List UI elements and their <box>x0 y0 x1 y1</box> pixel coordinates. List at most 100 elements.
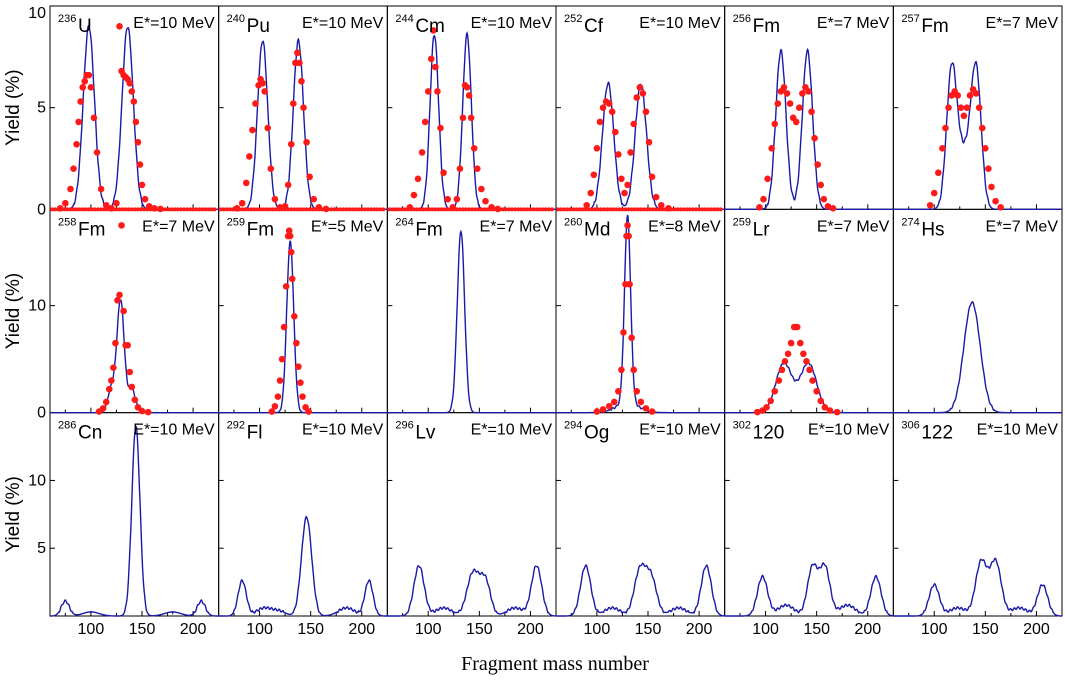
experiment-point <box>598 207 603 212</box>
experiment-point <box>424 207 429 212</box>
excitation-energy: E*=10 MeV <box>133 422 215 439</box>
x-tick-label: 100 <box>584 621 611 638</box>
theory-curve-294-Og <box>556 562 725 617</box>
experiment-point <box>62 199 69 207</box>
theory-curve-264-Fm <box>387 229 556 414</box>
experiment-point <box>574 207 579 212</box>
experiment-point <box>322 207 327 212</box>
experiment-point <box>549 207 554 212</box>
experiment-point <box>636 84 644 91</box>
y-axis-label: Yield (%) <box>3 69 24 145</box>
experiment-point <box>77 98 84 105</box>
nucleus-symbol: U <box>78 16 92 37</box>
experiment-point <box>675 207 680 212</box>
experiment-point <box>73 140 80 148</box>
nucleus-symbol: Lr <box>753 219 771 240</box>
experiment-point <box>62 207 67 212</box>
experiment-point <box>92 207 97 212</box>
experiment-point <box>635 207 640 212</box>
experiment-point <box>234 207 239 212</box>
experiment-point <box>982 145 989 152</box>
experiment-point <box>99 207 104 212</box>
experiment-point <box>252 100 259 107</box>
experiment-point <box>271 402 279 410</box>
experiment-point <box>67 185 74 193</box>
experiment-point <box>811 134 818 142</box>
experiment-point <box>113 199 120 207</box>
experiment-point <box>80 207 85 212</box>
theory-curve-236-U <box>50 24 219 211</box>
experiment-point <box>939 145 946 152</box>
experiment-point <box>356 207 361 212</box>
experiment-point <box>783 90 791 97</box>
experiment-point <box>633 387 641 395</box>
experiment-point <box>799 90 806 97</box>
nucleus-symbol: 122 <box>921 423 953 444</box>
y-tick-label: 10 <box>28 5 46 22</box>
experiment-point <box>399 207 404 212</box>
experiment-point <box>771 387 779 395</box>
experiment-point <box>264 124 272 132</box>
experiment-point <box>145 207 150 212</box>
experiment-point <box>381 207 386 212</box>
experiment-point <box>997 204 1004 211</box>
nucleus-symbol: Fm <box>415 219 442 240</box>
nucleus-mass-number: 286 <box>58 420 76 432</box>
experiment-point <box>102 207 107 212</box>
experiment-point <box>335 207 340 212</box>
experiment-point <box>456 165 464 172</box>
experiment-point <box>378 207 383 212</box>
experiment-point <box>522 207 527 212</box>
x-tick-label: 100 <box>78 621 105 638</box>
experiment-point <box>414 207 419 212</box>
experiment-point <box>326 207 331 212</box>
experiment-point <box>703 207 708 212</box>
experiment-point <box>465 92 473 99</box>
experiment-point <box>252 207 257 212</box>
experiment-point <box>470 207 475 212</box>
experiment-point <box>444 195 451 203</box>
experiment-point <box>809 377 816 384</box>
experiment-point <box>684 207 689 212</box>
experiment-point <box>181 207 186 212</box>
experiment-point <box>633 94 641 101</box>
experiment-point <box>197 207 202 212</box>
experiment-point <box>424 88 432 95</box>
experiment-point <box>287 248 295 256</box>
experiment-point <box>141 195 149 203</box>
experiment-point <box>642 405 650 412</box>
experiment-point <box>935 169 942 177</box>
experiment-point <box>138 181 146 189</box>
experiment-point <box>596 118 604 126</box>
experiment-point <box>433 207 438 212</box>
experiment-point <box>157 207 162 212</box>
experiment-point <box>362 207 367 212</box>
experiment-point <box>218 207 223 212</box>
experiment-point <box>408 207 413 212</box>
experiment-point <box>129 207 134 212</box>
experiment-point <box>111 207 116 212</box>
experiment-point <box>304 207 309 212</box>
experiment-point <box>50 207 55 212</box>
experiment-point <box>540 207 545 212</box>
experiment-point <box>599 406 607 413</box>
experiment-point <box>434 88 441 95</box>
experiment-point <box>368 207 373 212</box>
panel-frame-r0-c3 <box>555 5 726 210</box>
y-axis-label: Yield (%) <box>3 476 24 552</box>
experiment-point <box>488 207 493 212</box>
experiment-point <box>353 207 358 212</box>
experiment-point <box>775 377 783 384</box>
experiment-point <box>283 207 288 212</box>
experiment-point <box>200 207 205 212</box>
panel-frame-r2-c4 <box>724 412 894 617</box>
experiment-point <box>134 138 142 146</box>
experiment-point <box>623 207 628 212</box>
experiment-point <box>81 77 89 85</box>
excitation-energy: E*=10 MeV <box>471 422 553 439</box>
experiment-point <box>286 232 294 240</box>
experiment-point <box>261 207 266 212</box>
experiment-point <box>806 366 813 374</box>
excitation-energy: E*=10 MeV <box>133 15 215 32</box>
experiment-point <box>97 185 105 193</box>
